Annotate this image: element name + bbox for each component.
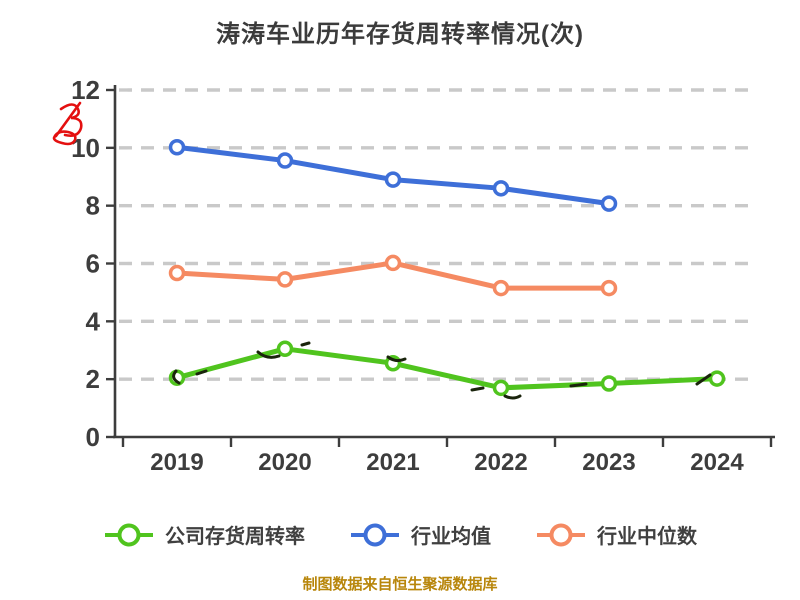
x-tick-label: 2021 bbox=[366, 449, 419, 476]
pen-mark bbox=[503, 394, 522, 400]
data-point-industry-median-2020 bbox=[276, 271, 294, 288]
x-tick-label: 2023 bbox=[582, 449, 635, 476]
red-scribble-mark bbox=[54, 101, 82, 138]
red-scribble-mark bbox=[52, 130, 77, 146]
pen-mark bbox=[569, 382, 588, 388]
data-point-industry-median-2021 bbox=[384, 254, 402, 272]
data-point-company-inventory-turnover-2023 bbox=[600, 375, 618, 392]
pen-mark bbox=[195, 369, 208, 376]
red-scribble-mark bbox=[59, 103, 83, 137]
data-point-company-inventory-turnover-2020 bbox=[276, 340, 294, 358]
legend-label-industry-median: 行业中位数 bbox=[597, 526, 697, 548]
data-point-industry-mean-2019 bbox=[168, 139, 186, 156]
x-tick-label: 2019 bbox=[150, 449, 203, 476]
x-tick-label: 2020 bbox=[258, 449, 311, 476]
y-tick-label: 6 bbox=[86, 249, 100, 279]
y-tick-label: 12 bbox=[71, 75, 100, 105]
chart-title: 涛涛车业历年存货周转率情况(次) bbox=[216, 21, 584, 48]
data-point-industry-mean-2020 bbox=[276, 152, 294, 169]
data-point-industry-median-2022 bbox=[492, 279, 510, 297]
x-tick-label: 2024 bbox=[690, 449, 744, 476]
legend-marker-industry-median bbox=[537, 523, 585, 546]
y-tick-label: 0 bbox=[86, 422, 100, 452]
x-tick-label: 2022 bbox=[474, 449, 527, 476]
y-tick-label: 4 bbox=[86, 306, 101, 336]
series-line-company-inventory-turnover bbox=[174, 346, 720, 391]
legend-item-company-inventory-turnover: 公司存货周转率 bbox=[103, 520, 305, 549]
legend-marker-company-inventory-turnover bbox=[105, 523, 153, 546]
data-point-company-inventory-turnover-2022 bbox=[492, 379, 510, 397]
pen-mark bbox=[470, 386, 485, 392]
data-point-industry-mean-2022 bbox=[492, 180, 510, 197]
legend-label-company-inventory-turnover: 公司存货周转率 bbox=[165, 526, 305, 548]
y-tick-label: 8 bbox=[86, 191, 100, 221]
y-tick-label: 2 bbox=[86, 364, 100, 394]
data-point-company-inventory-turnover-2024 bbox=[708, 370, 726, 387]
data-point-industry-mean-2021 bbox=[384, 171, 402, 188]
data-point-industry-mean-2023 bbox=[600, 195, 618, 212]
data-point-industry-median-2023 bbox=[600, 279, 618, 297]
data-point-industry-median-2019 bbox=[168, 264, 186, 282]
legend-marker-industry-mean bbox=[351, 523, 399, 546]
pen-mark bbox=[695, 373, 712, 386]
chart-legend: 公司存货周转率 行业均值 行业中位数 bbox=[0, 520, 800, 549]
legend-label-industry-mean: 行业均值 bbox=[411, 526, 491, 548]
data-source-caption: 制图数据来自恒生聚源数据库 bbox=[302, 576, 498, 593]
pen-mark bbox=[256, 350, 281, 359]
legend-item-industry-median: 行业中位数 bbox=[535, 520, 697, 549]
pen-mark bbox=[300, 341, 311, 347]
pen-mark bbox=[386, 355, 407, 363]
pen-mark bbox=[172, 369, 181, 385]
legend-item-industry-mean: 行业均值 bbox=[349, 520, 491, 549]
